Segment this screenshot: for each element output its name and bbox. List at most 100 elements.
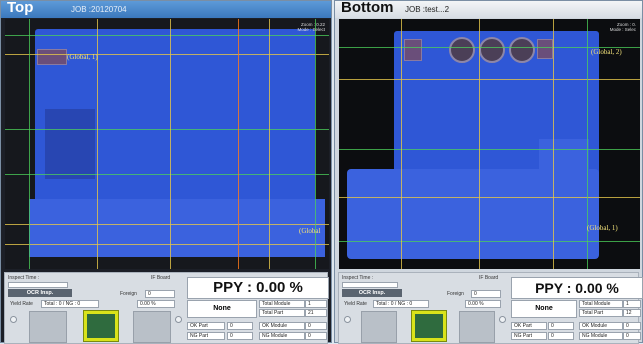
top-job-label: JOB :20120704 bbox=[71, 5, 127, 14]
bottom-view-panel: Bottom JOB :test...2 (Global, 2) (Global… bbox=[334, 0, 643, 344]
top-pcb-lower bbox=[29, 199, 325, 257]
bottom-zoom-readout: Zoom : 0. Mode : Selec bbox=[609, 22, 636, 32]
grid-line bbox=[339, 197, 640, 198]
top-view-panel: Top JOB :20120704 (Global, 1) (Global Zo… bbox=[0, 0, 332, 344]
global-marker-1: (Global, 1) bbox=[587, 224, 618, 232]
capacitor bbox=[479, 37, 505, 63]
grid-line bbox=[5, 224, 329, 225]
bottom-title: Bottom bbox=[341, 0, 394, 16]
ppy-display: PPY : 0.00 % bbox=[187, 277, 329, 299]
ng-module-label: NG Module bbox=[579, 332, 623, 340]
ng-part-value: 0 bbox=[548, 332, 574, 340]
inspect-time-field bbox=[8, 282, 68, 288]
total-part-value: 21 bbox=[305, 309, 327, 317]
total-module-value: 1 bbox=[305, 300, 327, 308]
bottom-job-label: JOB :test...2 bbox=[405, 5, 450, 14]
image-tile-2 bbox=[133, 311, 171, 343]
ppy-display: PPY : 0.00 % bbox=[511, 277, 643, 299]
if-board-label: IF Board bbox=[479, 275, 499, 281]
inspect-time-label: Inspect Time : bbox=[342, 275, 374, 281]
result-none: None bbox=[511, 300, 577, 318]
radio-left[interactable] bbox=[10, 316, 17, 323]
grid-line bbox=[5, 174, 329, 175]
radio-left[interactable] bbox=[344, 316, 351, 323]
pcb-thumbnail[interactable] bbox=[411, 310, 447, 342]
ocr-insp-button[interactable]: OCR Insp. bbox=[8, 289, 72, 297]
global-marker-1: (Global, 1) bbox=[67, 53, 98, 61]
ok-module-label: OK Module bbox=[259, 322, 305, 330]
top-titlebar: Top JOB :20120704 bbox=[1, 0, 331, 18]
ng-part-label: NG Part bbox=[187, 332, 225, 340]
inspect-time-field bbox=[342, 282, 398, 288]
ng-part-label: NG Part bbox=[511, 332, 547, 340]
top-status-area: Inspect Time : IF Board OCR Insp. Foreig… bbox=[4, 272, 329, 344]
total-module-label: Total Module bbox=[579, 300, 623, 308]
pcb-thumbnail[interactable] bbox=[83, 310, 119, 342]
grid-line bbox=[339, 79, 640, 80]
total-part-label: Total Part bbox=[259, 309, 305, 317]
ok-module-value: 0 bbox=[623, 322, 641, 330]
global-marker-2: (Global, 2) bbox=[591, 48, 622, 56]
grid-line bbox=[401, 19, 402, 269]
grid-line bbox=[5, 35, 329, 36]
ok-part-label: OK Part bbox=[511, 322, 547, 330]
grid-line bbox=[97, 19, 98, 269]
grid-line bbox=[5, 54, 329, 55]
grid-line bbox=[269, 19, 270, 269]
ok-part-label: OK Part bbox=[187, 322, 225, 330]
grid-line bbox=[339, 149, 640, 150]
inspect-time-label: Inspect Time : bbox=[8, 275, 40, 281]
yield-rate-label: Yield Rate bbox=[344, 301, 367, 307]
bottom-titlebar: Bottom JOB :test...2 bbox=[335, 0, 642, 18]
image-tile-1 bbox=[361, 311, 397, 343]
top-board-view[interactable]: (Global, 1) (Global Zoom : 0.22 Mode : S… bbox=[5, 19, 329, 269]
bottom-board-view[interactable]: (Global, 2) (Global, 1) Zoom : 0. Mode :… bbox=[339, 19, 640, 269]
capacitor bbox=[449, 37, 475, 63]
bottom-pcb-edge bbox=[539, 139, 589, 189]
grid-line bbox=[5, 244, 329, 245]
capacitor bbox=[509, 37, 535, 63]
grid-line bbox=[315, 19, 316, 269]
top-title: Top bbox=[7, 0, 34, 16]
bottom-chip bbox=[537, 39, 553, 59]
image-tile-1 bbox=[29, 311, 67, 343]
grid-line bbox=[238, 19, 239, 269]
foreign-value: 0 bbox=[471, 290, 501, 298]
total-part-value: 12 bbox=[623, 309, 641, 317]
total-module-label: Total Module bbox=[259, 300, 305, 308]
grid-line bbox=[587, 19, 588, 269]
radio-right[interactable] bbox=[175, 316, 182, 323]
grid-line bbox=[553, 19, 554, 269]
foreign-label: Foreign bbox=[447, 291, 464, 297]
result-none: None bbox=[187, 300, 257, 318]
ng-part-value: 0 bbox=[227, 332, 253, 340]
ng-module-value: 0 bbox=[623, 332, 641, 340]
if-board-label: IF Board bbox=[151, 275, 171, 281]
bottom-chip bbox=[404, 39, 422, 61]
ocr-insp-button[interactable]: OCR Insp. bbox=[342, 289, 402, 297]
image-tile-2 bbox=[459, 311, 495, 343]
foreign-label: Foreign bbox=[120, 291, 137, 297]
total-ok-ng: Total : 0 / NG : 0 bbox=[41, 300, 99, 308]
ok-part-value: 0 bbox=[227, 322, 253, 330]
grid-line bbox=[5, 129, 329, 130]
total-ok-ng: Total : 0 / NG : 0 bbox=[373, 300, 429, 308]
top-chip bbox=[37, 49, 67, 65]
grid-line bbox=[29, 19, 30, 269]
ok-module-value: 0 bbox=[305, 322, 327, 330]
global-marker-2: (Global bbox=[299, 227, 321, 235]
top-region bbox=[45, 109, 95, 179]
yield-rate-label: Yield Rate bbox=[10, 301, 33, 307]
ng-module-value: 0 bbox=[305, 332, 327, 340]
radio-right[interactable] bbox=[499, 316, 506, 323]
grid-line bbox=[479, 19, 480, 269]
bottom-status-area: Inspect Time : IF Board OCR Insp. Foreig… bbox=[338, 272, 643, 344]
total-part-label: Total Part bbox=[579, 309, 623, 317]
grid-line bbox=[170, 19, 171, 269]
grid-line bbox=[339, 47, 640, 48]
grid-line bbox=[339, 241, 640, 242]
ok-part-value: 0 bbox=[548, 322, 574, 330]
top-zoom-readout: Zoom : 0.22 Mode : Select bbox=[297, 22, 325, 32]
ng-module-label: NG Module bbox=[259, 332, 305, 340]
total-module-value: 1 bbox=[623, 300, 641, 308]
